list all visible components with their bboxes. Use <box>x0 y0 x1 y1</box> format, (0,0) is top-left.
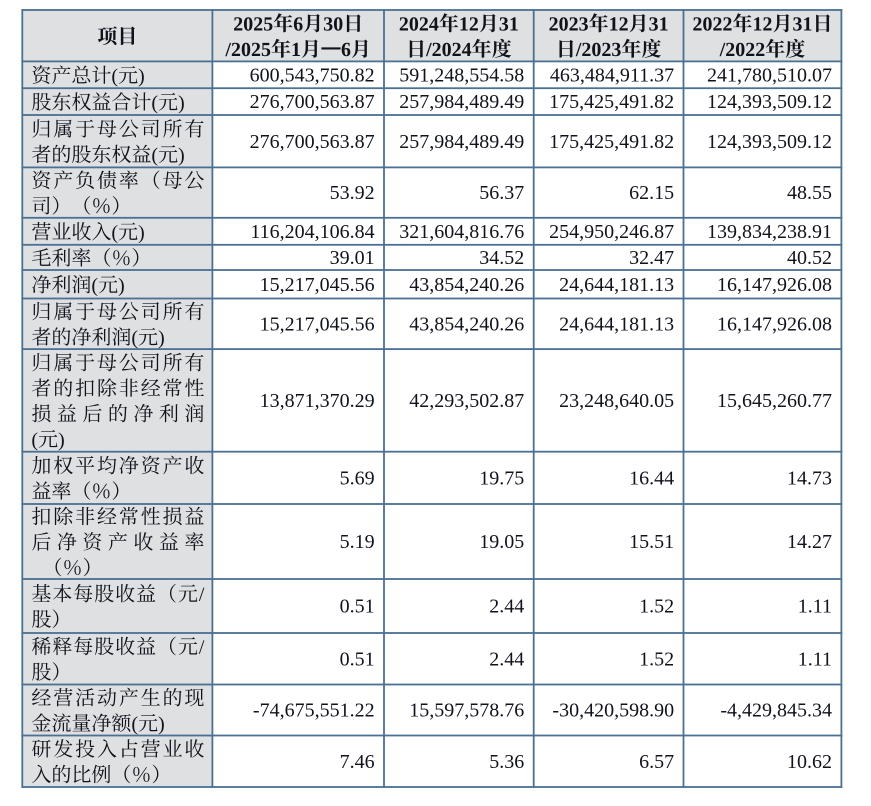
svg-text:257,984,489.49: 257,984,489.49 <box>399 91 524 113</box>
svg-text:15,597,578.76: 15,597,578.76 <box>409 700 524 722</box>
svg-text:14.27: 14.27 <box>787 531 832 553</box>
svg-text:39.01: 39.01 <box>330 247 375 269</box>
svg-text:15,645,260.77: 15,645,260.77 <box>717 390 832 412</box>
svg-text:-74,675,551.22: -74,675,551.22 <box>253 700 375 722</box>
svg-text:43,854,240.26: 43,854,240.26 <box>409 313 524 335</box>
svg-text:16,147,926.08: 16,147,926.08 <box>717 313 832 335</box>
svg-text:2.44: 2.44 <box>489 648 524 670</box>
svg-text:14.73: 14.73 <box>787 467 832 489</box>
svg-text:19.05: 19.05 <box>479 531 524 553</box>
svg-text:13,871,370.29: 13,871,370.29 <box>260 390 375 412</box>
svg-text:10.62: 10.62 <box>787 751 832 773</box>
svg-text:1.11: 1.11 <box>798 648 832 670</box>
svg-text:139,834,238.91: 139,834,238.91 <box>707 221 832 243</box>
svg-text:56.37: 56.37 <box>479 182 524 204</box>
svg-text:124,393,509.12: 124,393,509.12 <box>707 91 832 113</box>
svg-text:15,217,045.56: 15,217,045.56 <box>260 313 375 335</box>
svg-text:53.92: 53.92 <box>330 182 375 204</box>
svg-text:321,604,816.76: 321,604,816.76 <box>399 221 524 243</box>
svg-text:23,248,640.05: 23,248,640.05 <box>559 390 674 412</box>
svg-text:6.57: 6.57 <box>639 751 674 773</box>
svg-text:124,393,509.12: 124,393,509.12 <box>707 131 832 153</box>
svg-text:257,984,489.49: 257,984,489.49 <box>399 131 524 153</box>
svg-text:116,204,106.84: 116,204,106.84 <box>250 221 374 243</box>
svg-text:276,700,563.87: 276,700,563.87 <box>250 131 375 153</box>
svg-text:2.44: 2.44 <box>489 596 524 618</box>
svg-text:1.11: 1.11 <box>798 596 832 618</box>
svg-text:276,700,563.87: 276,700,563.87 <box>250 91 375 113</box>
svg-text:7.46: 7.46 <box>340 751 375 773</box>
svg-text:34.52: 34.52 <box>479 247 524 269</box>
svg-text:15,217,045.56: 15,217,045.56 <box>260 274 375 296</box>
svg-text:15.51: 15.51 <box>629 531 674 553</box>
svg-text:48.55: 48.55 <box>787 182 832 204</box>
svg-text:42,293,502.87: 42,293,502.87 <box>409 390 524 412</box>
svg-text:591,248,554.58: 591,248,554.58 <box>399 64 524 86</box>
svg-text:175,425,491.82: 175,425,491.82 <box>549 131 674 153</box>
svg-text:241,780,510.07: 241,780,510.07 <box>707 64 832 86</box>
svg-text:43,854,240.26: 43,854,240.26 <box>409 274 524 296</box>
svg-text:16.44: 16.44 <box>629 467 674 489</box>
svg-text:175,425,491.82: 175,425,491.82 <box>549 91 674 113</box>
svg-text:0.51: 0.51 <box>340 648 375 670</box>
svg-text:24,644,181.13: 24,644,181.13 <box>559 274 674 296</box>
svg-text:24,644,181.13: 24,644,181.13 <box>559 313 674 335</box>
svg-text:0.51: 0.51 <box>340 596 375 618</box>
svg-text:5.19: 5.19 <box>340 531 375 553</box>
svg-text:600,543,750.82: 600,543,750.82 <box>250 64 375 86</box>
svg-text:5.69: 5.69 <box>340 467 375 489</box>
svg-text:62.15: 62.15 <box>629 182 674 204</box>
svg-text:-30,420,598.90: -30,420,598.90 <box>552 700 674 722</box>
svg-text:463,484,911.37: 463,484,911.37 <box>550 64 674 86</box>
svg-text:1.52: 1.52 <box>639 596 674 618</box>
svg-text:16,147,926.08: 16,147,926.08 <box>717 274 832 296</box>
svg-text:254,950,246.87: 254,950,246.87 <box>549 221 674 243</box>
svg-text:32.47: 32.47 <box>629 247 674 269</box>
svg-text:5.36: 5.36 <box>489 751 524 773</box>
svg-text:40.52: 40.52 <box>787 247 832 269</box>
svg-text:1.52: 1.52 <box>639 648 674 670</box>
svg-text:19.75: 19.75 <box>479 467 524 489</box>
svg-text:-4,429,845.34: -4,429,845.34 <box>720 700 832 722</box>
